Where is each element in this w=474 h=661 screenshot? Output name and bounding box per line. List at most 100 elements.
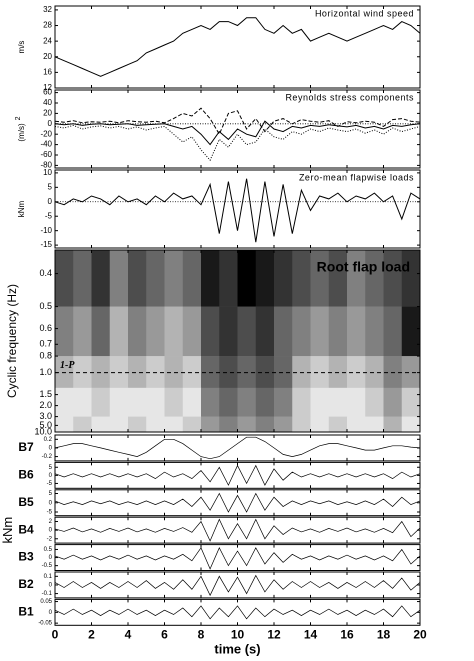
y-tick-label: -10 bbox=[40, 226, 52, 235]
heat-cell bbox=[55, 387, 74, 417]
heat-cell bbox=[91, 387, 111, 417]
heat-cell bbox=[219, 387, 238, 417]
heat-cell bbox=[328, 306, 348, 357]
y-tick-label: -60 bbox=[40, 150, 52, 159]
heat-cell bbox=[401, 250, 421, 307]
y-tick-label: 5 bbox=[48, 182, 53, 191]
heat-cell bbox=[383, 387, 403, 417]
y-tick-label: 2.0 bbox=[39, 400, 52, 410]
y-tick-label: 1.5 bbox=[39, 389, 52, 399]
heat-cell bbox=[237, 416, 257, 433]
heat-cell bbox=[164, 306, 184, 357]
panel: -0.1 0 0.1 B2 bbox=[18, 571, 421, 599]
heat-cell bbox=[255, 387, 275, 417]
heat-cell bbox=[55, 416, 74, 433]
heat-cell bbox=[292, 250, 311, 307]
heat-cell bbox=[164, 416, 184, 433]
heat-cell bbox=[128, 306, 147, 357]
x-tick-label: 20 bbox=[413, 627, 427, 641]
y-tick-label: -5 bbox=[45, 211, 53, 220]
y-tick-label: 0.4 bbox=[39, 268, 52, 278]
y-tick-label: 0 bbox=[49, 500, 53, 506]
x-tick-label: 8 bbox=[198, 627, 205, 641]
band-label: B5 bbox=[18, 495, 34, 509]
band-label: B4 bbox=[18, 522, 34, 536]
heat-cell bbox=[73, 250, 92, 307]
y-tick-label: 0.7 bbox=[39, 339, 52, 349]
heat-cell bbox=[255, 250, 275, 307]
heat-cell bbox=[292, 416, 311, 433]
heat-cell bbox=[383, 306, 403, 357]
heat-cell bbox=[328, 416, 348, 433]
heat-cell bbox=[237, 306, 257, 357]
data-line bbox=[54, 605, 421, 620]
panel: 12 16 20 24 28 32 Horizontal wind speed m/s bbox=[17, 5, 421, 92]
heat-cell bbox=[310, 387, 330, 417]
heat-cell bbox=[73, 387, 92, 417]
y-tick-label: 3.0 bbox=[39, 411, 52, 421]
y-tick-label: -5 bbox=[47, 481, 53, 487]
y-tick-label: 0 bbox=[49, 555, 53, 561]
x-tick-label: 6 bbox=[161, 627, 168, 641]
y-tick-label: 0.6 bbox=[39, 323, 52, 333]
panel: -15 -10 -5 0 5 10 Zero-mean flapwise loads kNm bbox=[17, 168, 421, 249]
panel: -0.5 0 0.5 B3 bbox=[18, 544, 421, 571]
panel-title: Root flap load bbox=[317, 259, 410, 275]
y-tick-label: 20 bbox=[43, 52, 52, 61]
data-line bbox=[54, 17, 421, 77]
data-line bbox=[54, 574, 421, 597]
heat-cell bbox=[73, 356, 92, 389]
heat-cell bbox=[182, 250, 202, 307]
heat-cell bbox=[365, 416, 384, 433]
y-tick-label: 12 bbox=[43, 83, 52, 92]
y-tick-label: 0 bbox=[48, 119, 53, 128]
heat-cell bbox=[128, 387, 147, 417]
heat-cell bbox=[91, 250, 111, 307]
heat-cell bbox=[201, 387, 220, 417]
heat-cell bbox=[328, 250, 348, 307]
heat-cell bbox=[164, 250, 184, 307]
band-label: B3 bbox=[18, 550, 34, 564]
heat-cell bbox=[109, 250, 129, 307]
data-line bbox=[54, 492, 421, 513]
heat-cell bbox=[274, 306, 293, 357]
heat-cell bbox=[201, 416, 220, 433]
y-axis-label: m/s bbox=[17, 41, 26, 54]
heat-cell bbox=[347, 250, 366, 307]
heat-cell bbox=[109, 416, 129, 433]
y-tick-label: 40 bbox=[43, 98, 52, 107]
y-tick-label: 5.0 bbox=[39, 420, 52, 430]
heat-cell bbox=[109, 306, 129, 357]
y-tick-label: -0.5 bbox=[42, 563, 53, 569]
y-tick-label: -15 bbox=[40, 240, 52, 249]
y-axis-label: Cyclic frequency (Hz) bbox=[5, 284, 19, 398]
heat-cell bbox=[219, 356, 238, 389]
heat-cell bbox=[182, 356, 202, 389]
band-label: B6 bbox=[18, 468, 34, 482]
y-tick-label: 0.1 bbox=[44, 574, 53, 580]
y-axis-label-text: m/s bbox=[17, 41, 26, 54]
y-tick-label: 0.5 bbox=[44, 547, 53, 553]
y-axis-label-text: kNm bbox=[17, 200, 26, 217]
data-line bbox=[54, 178, 421, 243]
heat-cell bbox=[401, 387, 421, 417]
y-tick-label: 5 bbox=[49, 465, 53, 471]
heat-cell bbox=[383, 416, 403, 433]
y-tick-label: 32 bbox=[43, 5, 52, 14]
y-tick-label: 60 bbox=[43, 88, 52, 97]
heat-cell bbox=[365, 387, 384, 417]
y-tick-label: 0.5 bbox=[39, 301, 52, 311]
heat-cell bbox=[365, 306, 384, 357]
heat-cell bbox=[201, 306, 220, 357]
x-tick-label: 4 bbox=[125, 627, 132, 641]
frame bbox=[54, 598, 421, 626]
y-axis-label: kNm bbox=[0, 517, 15, 544]
frame bbox=[54, 544, 421, 571]
frame bbox=[54, 516, 421, 544]
data-line bbox=[54, 546, 421, 570]
band-label: B2 bbox=[18, 577, 34, 591]
y-tick-label: -5 bbox=[47, 510, 53, 516]
y-tick-label: 24 bbox=[43, 36, 52, 45]
y-tick-label: 0 bbox=[49, 473, 53, 479]
